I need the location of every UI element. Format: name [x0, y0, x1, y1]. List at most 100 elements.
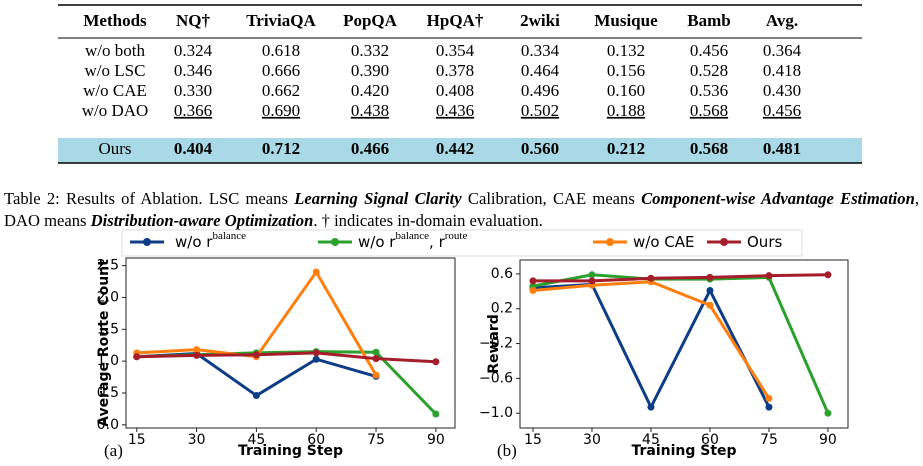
- data-point: [193, 346, 201, 354]
- table-cell: 0.346: [174, 61, 212, 80]
- column-header: NQ†: [176, 11, 211, 30]
- table-cell: 0.436: [436, 101, 474, 120]
- table-cell: 0.568: [690, 139, 728, 158]
- caption-text: Component-wise Advantage Estimation: [641, 189, 915, 208]
- data-point: [372, 371, 380, 379]
- data-point: [706, 273, 714, 281]
- plot-area: [125, 257, 456, 429]
- legend-label: Ours: [747, 233, 782, 251]
- x-tick-label: 60: [307, 432, 325, 448]
- data-point: [372, 355, 380, 363]
- data-point: [372, 348, 380, 356]
- caption-text: , DAO means: [4, 189, 919, 230]
- table-cell: 0.560: [521, 139, 559, 158]
- data-point: [252, 392, 260, 400]
- row-label: w/o CAE: [83, 81, 147, 100]
- y-tick-label: 2.5: [97, 258, 119, 274]
- column-header: Avg.: [766, 11, 798, 30]
- legend-swatch: [143, 238, 151, 246]
- table-cell: 0.466: [351, 139, 389, 158]
- data-point: [252, 351, 260, 359]
- column-header: Musique: [594, 11, 658, 30]
- table-cell: 0.160: [607, 81, 645, 100]
- table-cell: 0.464: [521, 61, 560, 80]
- table-cell: 0.690: [262, 101, 300, 120]
- legend-label: w/o rbalance: [175, 230, 246, 251]
- y-tick-label: 0.6: [491, 266, 513, 282]
- data-point: [588, 271, 596, 279]
- legend-box: [121, 229, 803, 257]
- x-tick-label: 75: [367, 432, 385, 448]
- table-cell: 0.481: [763, 139, 801, 158]
- table-cell: 0.430: [763, 81, 801, 100]
- legend-swatch: [331, 238, 339, 246]
- table-cell: 0.420: [351, 81, 389, 100]
- data-point: [824, 271, 832, 279]
- y-tick-label: 0.0: [97, 417, 119, 433]
- panel-label: (a): [104, 441, 123, 460]
- table-cell: 0.156: [607, 61, 645, 80]
- data-point: [529, 286, 537, 294]
- panel-label: (b): [497, 441, 517, 460]
- table-cell: 0.188: [607, 101, 645, 120]
- series-line: [532, 273, 830, 414]
- table-cell: 0.390: [351, 61, 389, 80]
- data-point: [312, 349, 320, 357]
- caption-text: Calibration, CAE means: [461, 189, 642, 208]
- table-cell: 0.712: [262, 139, 300, 158]
- x-axis-label: Training Step: [238, 443, 343, 459]
- data-point: [588, 277, 596, 285]
- table-cell: 0.502: [521, 101, 559, 120]
- row-highlight: [58, 138, 862, 163]
- table-cell: 0.132: [607, 41, 645, 60]
- legend-label: w/o rbalance, rroute: [358, 230, 467, 251]
- row-label: w/o DAO: [82, 101, 149, 120]
- column-header: PopQA: [343, 11, 398, 30]
- table-cell: 0.438: [351, 101, 389, 120]
- row-label: Ours: [98, 139, 131, 158]
- caption-text: Table 2: Results of Ablation. LSC means: [4, 189, 295, 208]
- data-point: [529, 277, 537, 285]
- table-cell: 0.408: [436, 81, 474, 100]
- x-tick-label: 30: [583, 432, 601, 448]
- table-cell: 0.496: [521, 81, 559, 100]
- data-point: [824, 409, 832, 417]
- x-tick-label: 90: [427, 432, 445, 448]
- x-tick-label: 75: [760, 432, 778, 448]
- table-cell: 0.456: [763, 101, 801, 120]
- y-tick-label: 1.5: [97, 321, 119, 337]
- table-cell: 0.330: [174, 81, 212, 100]
- table-cell: 0.324: [174, 41, 213, 60]
- table-cell: 0.568: [690, 101, 728, 120]
- x-tick-label: 30: [188, 432, 206, 448]
- data-point: [765, 394, 773, 402]
- y-axis-label: Average Route Count: [96, 259, 112, 427]
- y-tick-label: 2.0: [97, 289, 119, 305]
- table-cell: 0.366: [174, 101, 212, 120]
- x-tick-label: 45: [247, 432, 265, 448]
- y-tick-label: −1.0: [479, 405, 513, 421]
- y-axis-label: Reward: [486, 314, 502, 374]
- table-cell: 0.666: [262, 61, 300, 80]
- column-header: Methods: [83, 11, 147, 30]
- table-cell: 0.378: [436, 61, 474, 80]
- data-point: [432, 358, 440, 366]
- data-point: [706, 301, 714, 309]
- table-cell: 0.456: [690, 41, 728, 60]
- series-line: [532, 282, 771, 411]
- x-tick-label: 15: [128, 432, 146, 448]
- row-label: w/o both: [85, 41, 145, 60]
- x-axis-label: Training Step: [631, 443, 736, 459]
- table-cell: 0.536: [690, 81, 728, 100]
- data-point: [706, 286, 714, 294]
- data-point: [765, 403, 773, 411]
- y-tick-label: 0.2: [491, 301, 513, 317]
- table-cell: 0.418: [763, 61, 801, 80]
- table-caption: Table 2: Results of Ablation. LSC means …: [4, 188, 919, 232]
- data-point: [432, 410, 440, 418]
- series-line: [136, 350, 437, 416]
- legend-swatch: [606, 238, 614, 246]
- x-tick-label: 45: [642, 432, 660, 448]
- table-cell: 0.528: [690, 61, 728, 80]
